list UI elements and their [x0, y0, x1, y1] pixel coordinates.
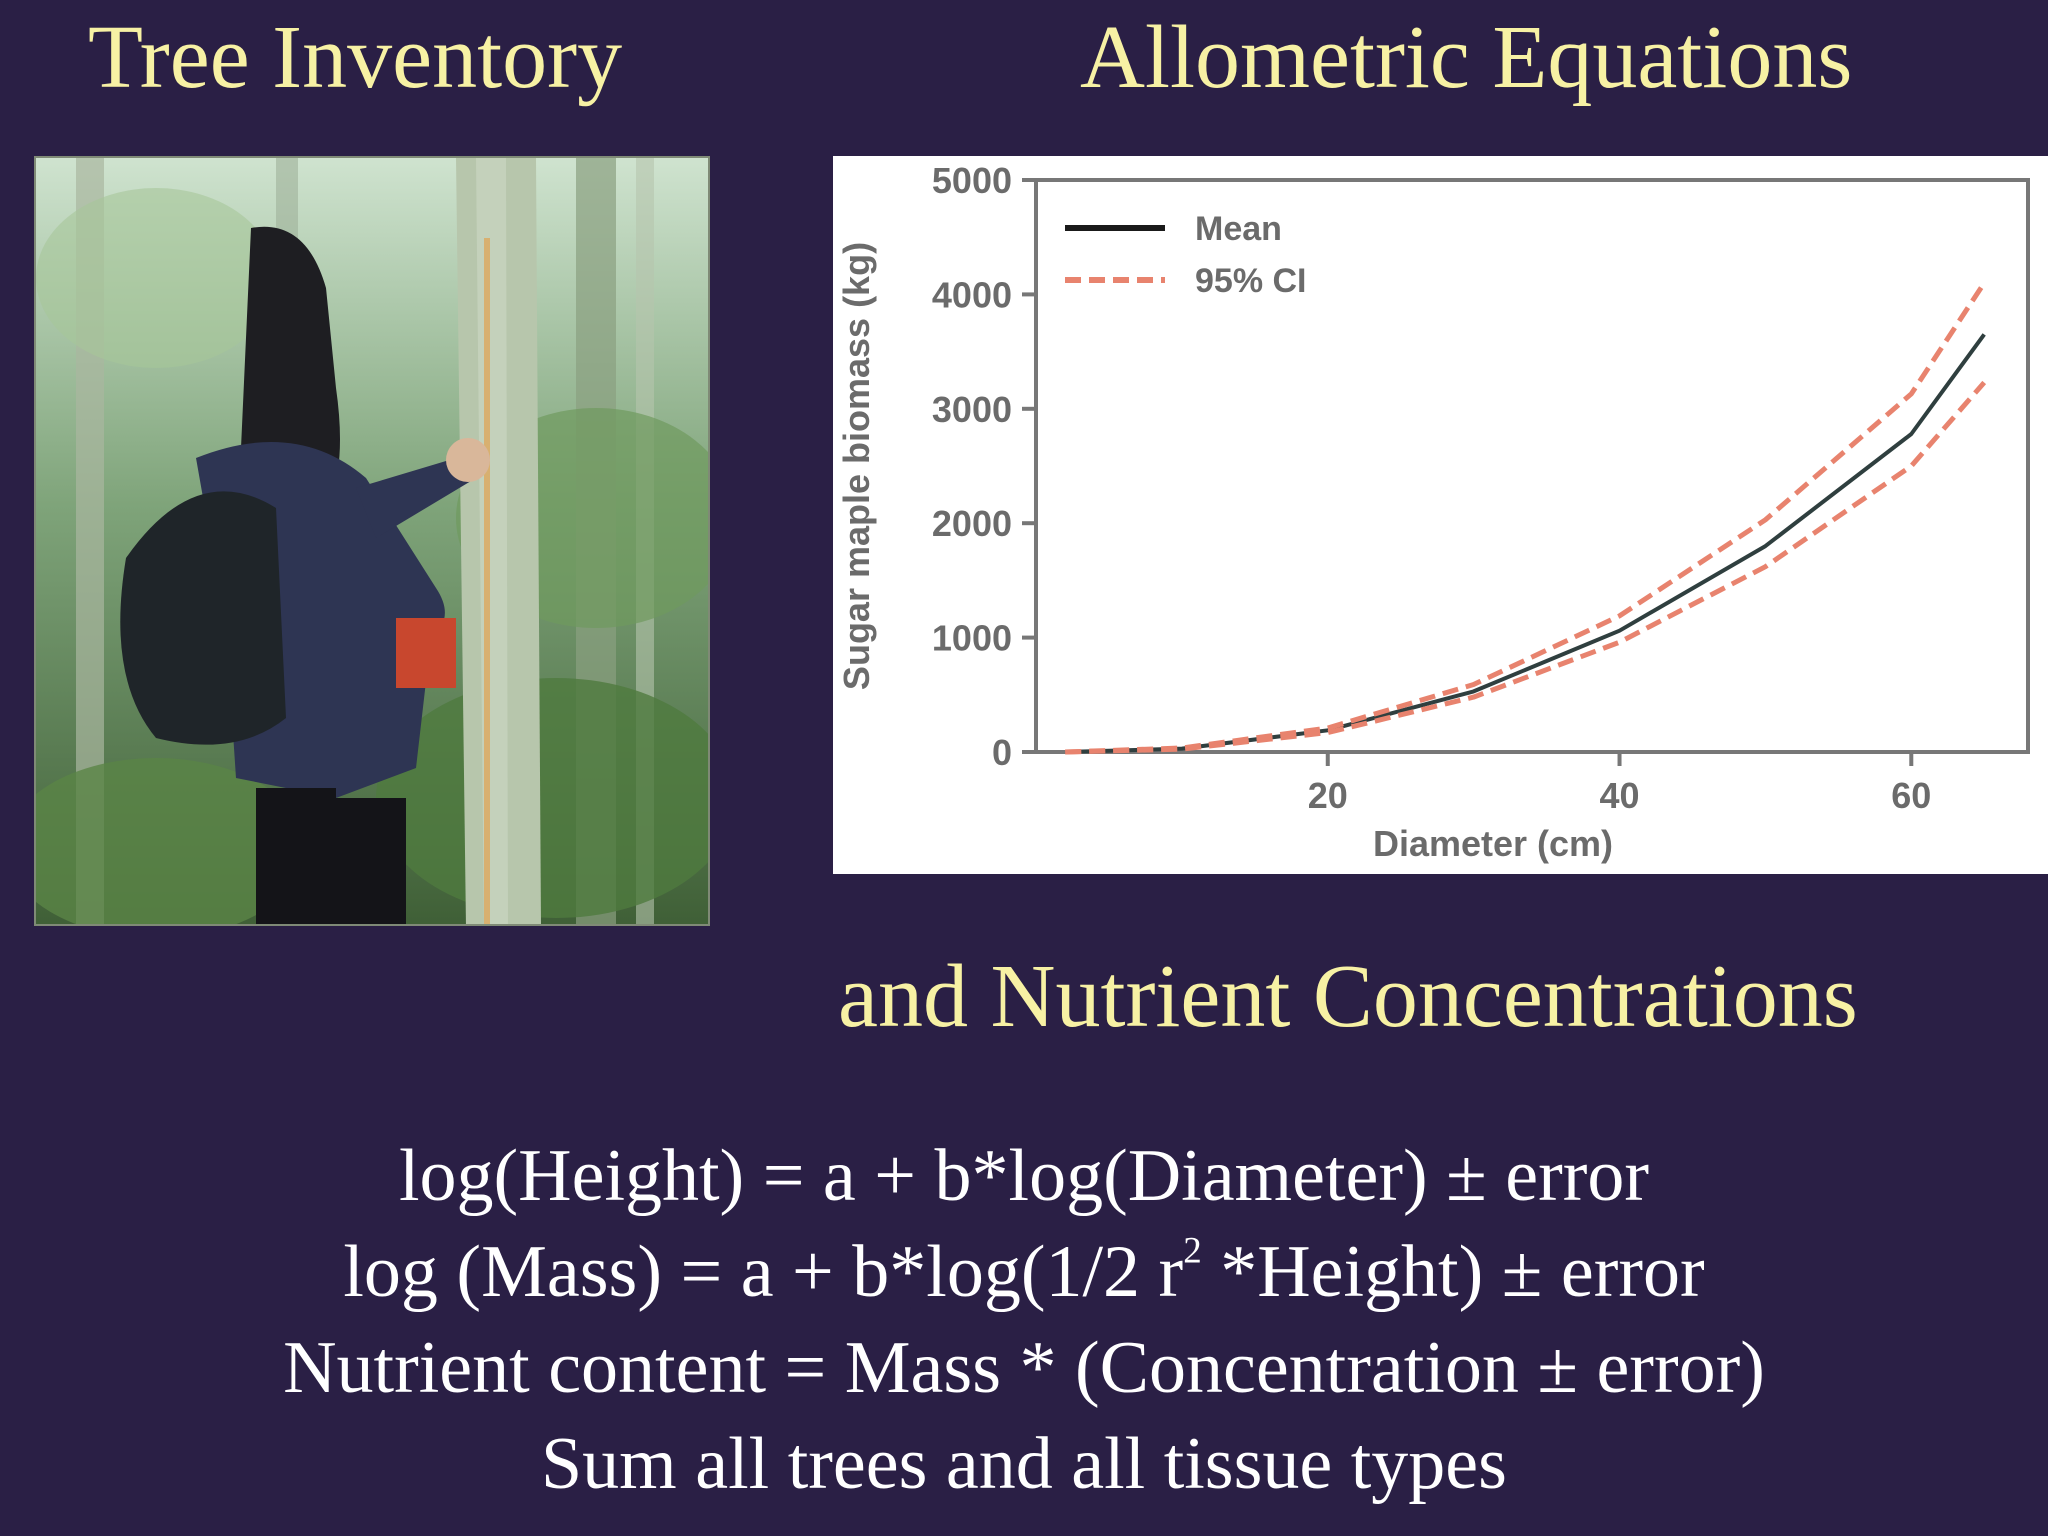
ci-upper-line: [1065, 281, 1987, 755]
legend-mean-label: Mean: [1195, 210, 1282, 248]
y-tick-label: 4000: [932, 274, 1012, 315]
allometric-equations-title: Allometric Equations: [1080, 8, 1853, 107]
summation-statement: Sum all trees and all tissue types: [541, 1423, 1507, 1505]
tree-inventory-title: Tree Inventory: [88, 8, 623, 107]
nutrient-content-equation: Nutrient content = Mass * (Concentration…: [283, 1327, 1765, 1409]
mean-line: [1065, 333, 1986, 754]
height-equation: log(Height) = a + b*log(Diameter) ± erro…: [398, 1135, 1650, 1217]
y-tick-label: 2000: [932, 503, 1012, 544]
x-tick-label: 40: [1600, 775, 1640, 816]
plot-frame: [1034, 178, 2030, 754]
x-axis-label: Diameter (cm): [1373, 823, 1613, 864]
mass-equation: log (Mass) = a + b*log(1/2 r2 *Height) ±…: [0, 1224, 2048, 1320]
legend-ci-label: 95% CI: [1195, 262, 1307, 300]
x-tick-label: 60: [1891, 775, 1931, 816]
y-tick-label: 0: [992, 732, 1012, 773]
y-tick-label: 3000: [932, 389, 1012, 430]
mass-equation-part2: *Height) ± error: [1201, 1231, 1705, 1313]
tree-inventory-photo: [34, 156, 710, 926]
mass-equation-superscript: 2: [1183, 1230, 1202, 1272]
biomass-chart: 0 1000 2000 3000 4000 5000 20 40 60 Mean 95% CI…: [833, 156, 2048, 874]
y-axis-label: Sugar maple biomass (kg): [836, 242, 877, 690]
mass-equation-part1: log (Mass) = a + b*log(1/2 r: [343, 1231, 1184, 1313]
y-tick-label: 5000: [932, 160, 1012, 201]
chart-legend: Mean 95% CI: [1065, 210, 1307, 300]
person-measuring-tree-icon: [36, 158, 708, 924]
y-tick-label: 1000: [932, 618, 1012, 659]
equations-block: log(Height) = a + b*log(Diameter) ± erro…: [0, 1128, 2048, 1512]
ci-lower-line: [1065, 380, 1987, 755]
biomass-chart-svg: 0 1000 2000 3000 4000 5000 20 40 60 Mean 95% CI…: [836, 160, 2030, 864]
nutrient-concentrations-title: and Nutrient Concentrations: [838, 947, 1858, 1046]
x-tick-label: 20: [1308, 775, 1348, 816]
